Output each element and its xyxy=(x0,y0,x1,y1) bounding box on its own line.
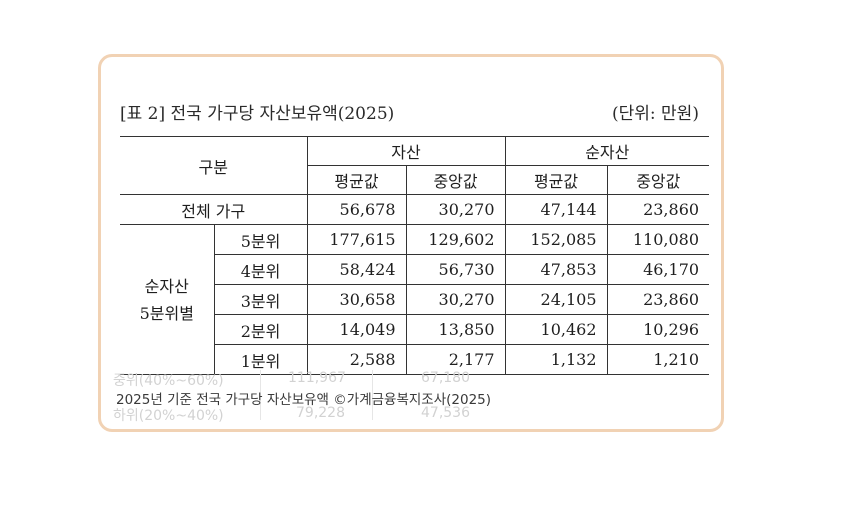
table-row: 순자산 5분위별 5분위 177,615 129,602 152,085 110… xyxy=(120,224,710,375)
table-cell: 1,132 xyxy=(504,344,608,375)
faded-row-label: 하위(20%~40%) xyxy=(113,408,224,424)
table-cell: 47,853 xyxy=(504,254,608,285)
table-cell: 129,602 xyxy=(405,224,506,255)
table-cell: 10,462 xyxy=(504,314,608,345)
group-label-line2: 5분위별 xyxy=(139,303,194,323)
faded-row-value: 111,967 xyxy=(288,370,346,386)
asset-table: 구분 자산 순자산 평균값 중앙값 평균값 중앙값 전체 가구 56,678 3… xyxy=(120,136,710,375)
row-label: 전체 가구 xyxy=(120,194,308,225)
category-header: 구분 xyxy=(120,136,308,195)
table-cell: 110,080 xyxy=(606,224,710,255)
table-cell: 13,850 xyxy=(405,314,506,345)
table-cell: 2,177 xyxy=(405,344,506,375)
table-cell: 46,170 xyxy=(606,254,710,285)
table-cell: 10,296 xyxy=(606,314,710,345)
table-cell: 152,085 xyxy=(504,224,608,255)
row-label: 1분위 xyxy=(213,344,308,375)
unit-label: (단위: 만원) xyxy=(612,104,699,124)
faded-divider xyxy=(260,370,261,420)
asset-mean-header: 평균값 xyxy=(306,165,407,195)
net-asset-mean-header: 평균값 xyxy=(504,165,608,195)
header-row-2: 평균값 중앙값 평균값 중앙값 xyxy=(120,165,710,195)
table-row: 1분위 2,588 2,177 1,132 1,210 xyxy=(120,344,710,375)
table-title: [표 2] 전국 가구당 자산보유액(2025) xyxy=(120,104,395,124)
table-row: 4분위 58,424 56,730 47,853 46,170 xyxy=(120,254,710,285)
table-cell: 177,615 xyxy=(306,224,407,255)
table-cell: 23,860 xyxy=(606,284,710,315)
header-row-1: 구분 자산 순자산 xyxy=(120,136,710,195)
table-cell: 56,678 xyxy=(306,194,407,225)
table-cell: 30,270 xyxy=(405,194,506,225)
net-asset-header: 순자산 xyxy=(504,136,710,166)
table-cell: 24,105 xyxy=(504,284,608,315)
all-households-row: 전체 가구 56,678 30,270 47,144 23,860 xyxy=(120,194,710,225)
table-cell: 1,210 xyxy=(606,344,710,375)
asset-header: 자산 xyxy=(306,136,506,166)
table-cell: 14,049 xyxy=(306,314,407,345)
group-label-line1: 순자산 xyxy=(144,276,189,296)
faded-divider xyxy=(372,370,373,420)
table-cell: 58,424 xyxy=(306,254,407,285)
net-asset-median-header: 중앙값 xyxy=(606,165,710,195)
table-cell: 30,270 xyxy=(405,284,506,315)
quintile-group-label: 순자산 5분위별 xyxy=(120,224,214,375)
asset-median-header: 중앙값 xyxy=(405,165,506,195)
table-cell: 23,860 xyxy=(606,194,710,225)
faded-row-value: 79,228 xyxy=(296,405,345,421)
table-cell: 30,658 xyxy=(306,284,407,315)
row-label: 2분위 xyxy=(213,314,308,345)
table-row: 3분위 30,658 30,270 24,105 23,860 xyxy=(120,284,710,315)
row-label: 5분위 xyxy=(213,224,308,255)
faded-row-value: 47,536 xyxy=(421,405,470,421)
faded-row-value: 67,180 xyxy=(421,370,470,386)
faded-row-label: 중위(40%~60%) xyxy=(113,373,224,389)
table-cell: 2,588 xyxy=(306,344,407,375)
table-cell: 47,144 xyxy=(504,194,608,225)
table-row: 2분위 14,049 13,850 10,462 10,296 xyxy=(120,314,710,345)
row-label: 3분위 xyxy=(213,284,308,315)
table-cell: 56,730 xyxy=(405,254,506,285)
figure-caption: 2025년 기준 전국 가구당 자산보유액 ©가계금융복지조사(2025) xyxy=(116,392,492,408)
row-label: 4분위 xyxy=(213,254,308,285)
